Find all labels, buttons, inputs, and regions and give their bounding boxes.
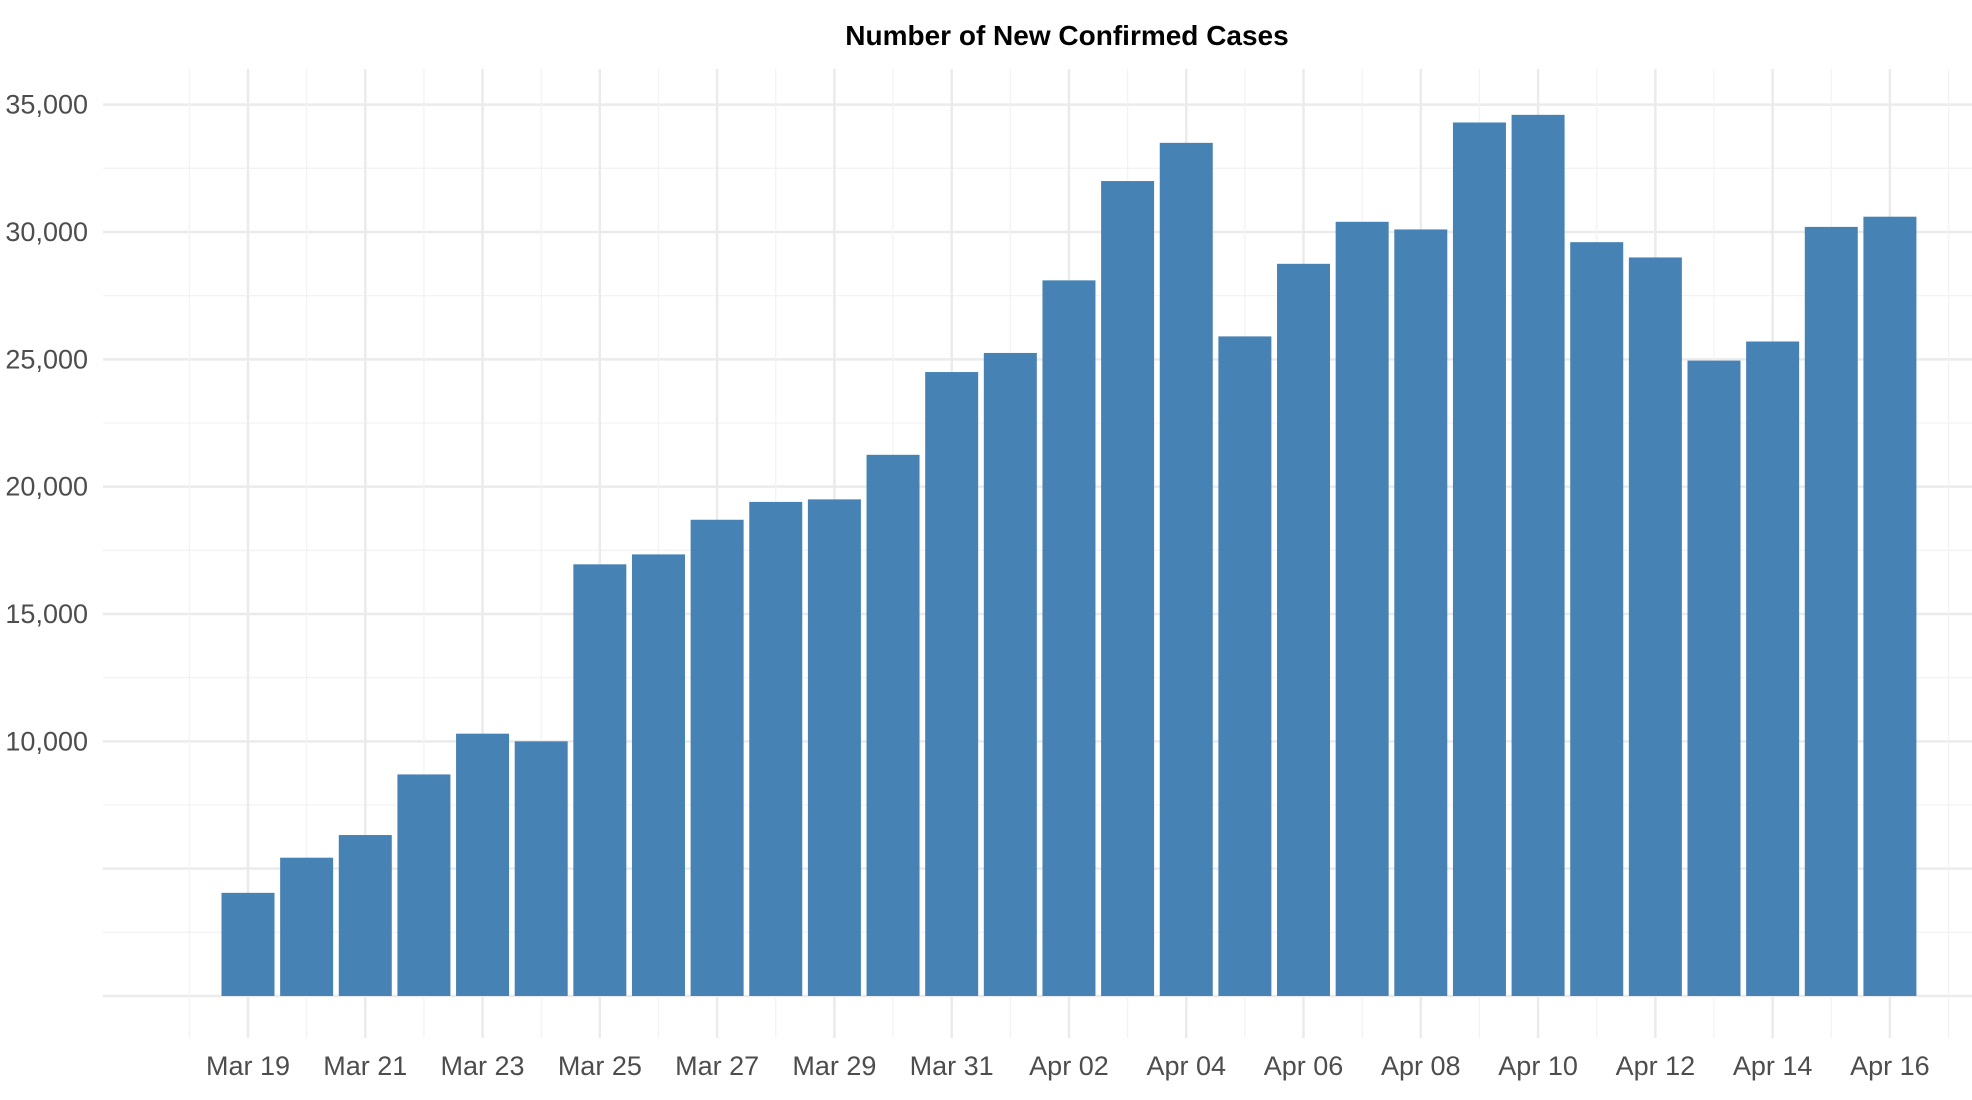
bar-apr-03: Apr 03: 32000 — [1101, 181, 1155, 996]
y-axis-ticks: 10,000 15,000 20,000 25,000 30,000 35,000 — [5, 90, 88, 757]
bar-mar-21: Mar 21: 6320 — [338, 835, 392, 996]
bars: Mar 19: 4050Mar 20: 5430Mar 21: 6320Mar … — [221, 114, 1917, 996]
bar-mar-24: Mar 24: 10000 — [514, 741, 568, 996]
bar-apr-13: Apr 13: 24950 — [1687, 360, 1741, 996]
x-tick-label: Apr 04 — [1146, 1051, 1226, 1081]
x-tick-label: Mar 27 — [675, 1051, 759, 1081]
bar-mar-19: Mar 19: 4050 — [221, 892, 275, 996]
bar-apr-07: Apr 07: 30400 — [1335, 221, 1389, 996]
bar-apr-09: Apr 09: 34300 — [1452, 122, 1506, 996]
x-tick-label: Mar 23 — [441, 1051, 525, 1081]
bar-apr-02: Apr 02: 28100 — [1042, 280, 1096, 996]
x-tick-label: Mar 19 — [206, 1051, 290, 1081]
bar-apr-01: Apr 01: 25250 — [983, 352, 1037, 996]
bar-apr-08: Apr 08: 30100 — [1394, 229, 1448, 996]
y-tick-label: 30,000 — [5, 217, 88, 247]
y-tick-label: 15,000 — [5, 599, 88, 629]
bar-apr-16: Apr 16: 30600 — [1863, 216, 1917, 996]
bar-mar-22: Mar 22: 8700 — [397, 774, 451, 996]
x-axis-ticks: Mar 19 Mar 21 Mar 23 Mar 25 Mar 27 Mar 29 Mar … — [206, 1051, 1930, 1081]
bar-apr-06: Apr 06: 28750 — [1277, 263, 1331, 996]
x-tick-label: Mar 21 — [323, 1051, 407, 1081]
y-tick-label: 20,000 — [5, 472, 88, 502]
x-tick-label: Apr 10 — [1498, 1051, 1578, 1081]
x-tick-label: Apr 12 — [1616, 1051, 1696, 1081]
bar-apr-04: Apr 04: 33500 — [1159, 142, 1213, 996]
bar-mar-20: Mar 20: 5430 — [280, 857, 334, 996]
x-tick-label: Apr 16 — [1850, 1051, 1930, 1081]
y-tick-label: 10,000 — [5, 726, 88, 756]
bar-mar-23: Mar 23: 10300 — [456, 733, 510, 996]
x-tick-label: Apr 14 — [1733, 1051, 1813, 1081]
bar-apr-05: Apr 05: 25900 — [1218, 336, 1272, 996]
bar-apr-15: Apr 15: 30200 — [1804, 226, 1858, 996]
chart-title: Number of New Confirmed Cases — [845, 20, 1288, 51]
bar-mar-30: Mar 30: 21250 — [866, 454, 920, 996]
x-tick-label: Mar 31 — [910, 1051, 994, 1081]
bar-mar-25: Mar 25: 16950 — [573, 564, 627, 996]
bar-mar-31: Mar 31: 24500 — [925, 372, 979, 996]
bar-apr-12: Apr 12: 29000 — [1628, 257, 1682, 996]
bar-mar-27: Mar 27: 18700 — [690, 519, 744, 996]
bar-mar-29: Mar 29: 19500 — [807, 499, 861, 996]
bar-apr-14: Apr 14: 25700 — [1746, 341, 1800, 996]
y-tick-label: 25,000 — [5, 344, 88, 374]
bar-mar-28: Mar 28: 19400 — [749, 501, 803, 996]
x-tick-label: Apr 08 — [1381, 1051, 1461, 1081]
x-tick-label: Apr 06 — [1264, 1051, 1344, 1081]
bar-mar-26: Mar 26: 17340 — [631, 554, 685, 996]
y-tick-label: 35,000 — [5, 90, 88, 120]
x-tick-label: Apr 02 — [1029, 1051, 1109, 1081]
x-tick-label: Mar 25 — [558, 1051, 642, 1081]
bar-apr-10: Apr 10: 34600 — [1511, 114, 1565, 996]
bar-apr-11: Apr 11: 29600 — [1570, 242, 1624, 996]
x-tick-label: Mar 29 — [792, 1051, 876, 1081]
